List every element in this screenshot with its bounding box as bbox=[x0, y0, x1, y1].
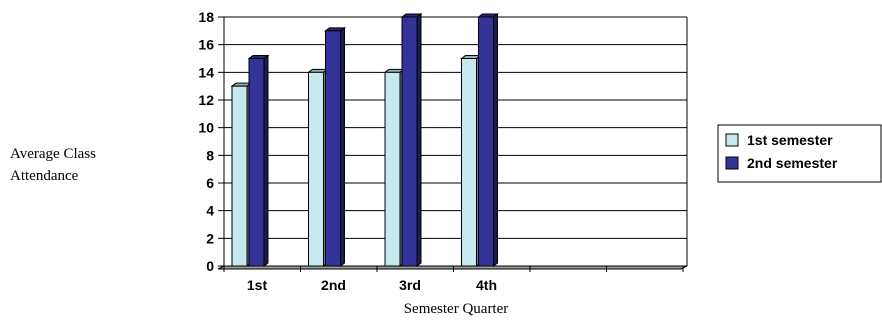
x-axis-title: Semester Quarter bbox=[404, 301, 509, 317]
y-axis-ticks: 0 2 4 6 8 10 12 14 16 18 bbox=[198, 9, 224, 274]
bars bbox=[230, 13, 499, 267]
x-axis-ticks: 1st 2nd 3rd 4th bbox=[223, 266, 684, 293]
bar-side-2nd-semester-4th bbox=[493, 13, 498, 267]
chart-floor bbox=[217, 265, 688, 270]
y-tick-label-14: 14 bbox=[198, 64, 214, 80]
y-tick-label-18: 18 bbox=[198, 9, 214, 25]
y-tick-label-10: 10 bbox=[198, 120, 214, 136]
legend-swatch-2nd-semester bbox=[725, 156, 739, 170]
y-tick-label-6: 6 bbox=[206, 175, 214, 191]
legend-label-2nd-semester: 2nd semester bbox=[747, 155, 838, 171]
legend-label-1st-semester: 1st semester bbox=[747, 132, 833, 148]
y-tick-label-12: 12 bbox=[198, 92, 214, 108]
legend: 1st semester 2nd semester bbox=[717, 124, 882, 183]
x-tick-label-4th: 4th bbox=[476, 277, 497, 293]
gridlines bbox=[223, 16, 688, 267]
legend-swatch-1st-semester bbox=[725, 133, 739, 147]
bar-side-2nd-semester-2nd bbox=[340, 26, 345, 267]
bar-1st-semester-3rd bbox=[384, 71, 401, 267]
bar-2nd-semester-3rd bbox=[401, 16, 418, 267]
y-tick-label-2: 2 bbox=[206, 230, 214, 246]
bar-1st-semester-1st bbox=[231, 85, 248, 267]
bar-2nd-semester-2nd bbox=[325, 30, 341, 267]
legend-box bbox=[717, 124, 882, 183]
y-tick-label-8: 8 bbox=[206, 147, 214, 163]
floor-plane bbox=[217, 265, 688, 270]
bar-side-2nd-semester-3rd bbox=[416, 13, 422, 267]
y-tick-label-16: 16 bbox=[198, 37, 214, 53]
y-tick-label-0: 0 bbox=[206, 258, 214, 274]
x-tick-label-3rd: 3rd bbox=[399, 277, 421, 293]
bar-side-2nd-semester-1st bbox=[263, 54, 269, 267]
bar-2nd-semester-1st bbox=[248, 58, 265, 267]
y-axis-title-line-1: Average Class bbox=[10, 146, 96, 162]
y-axis-title-line-2: Attendance bbox=[10, 168, 79, 184]
bar-1st-semester-2nd bbox=[308, 71, 324, 267]
bar-1st-semester-4th bbox=[461, 58, 477, 267]
x-tick-label-2nd: 2nd bbox=[321, 277, 346, 293]
x-tick-label-1st: 1st bbox=[247, 277, 268, 293]
bar-2nd-semester-4th bbox=[478, 16, 494, 267]
y-tick-label-4: 4 bbox=[206, 203, 214, 219]
